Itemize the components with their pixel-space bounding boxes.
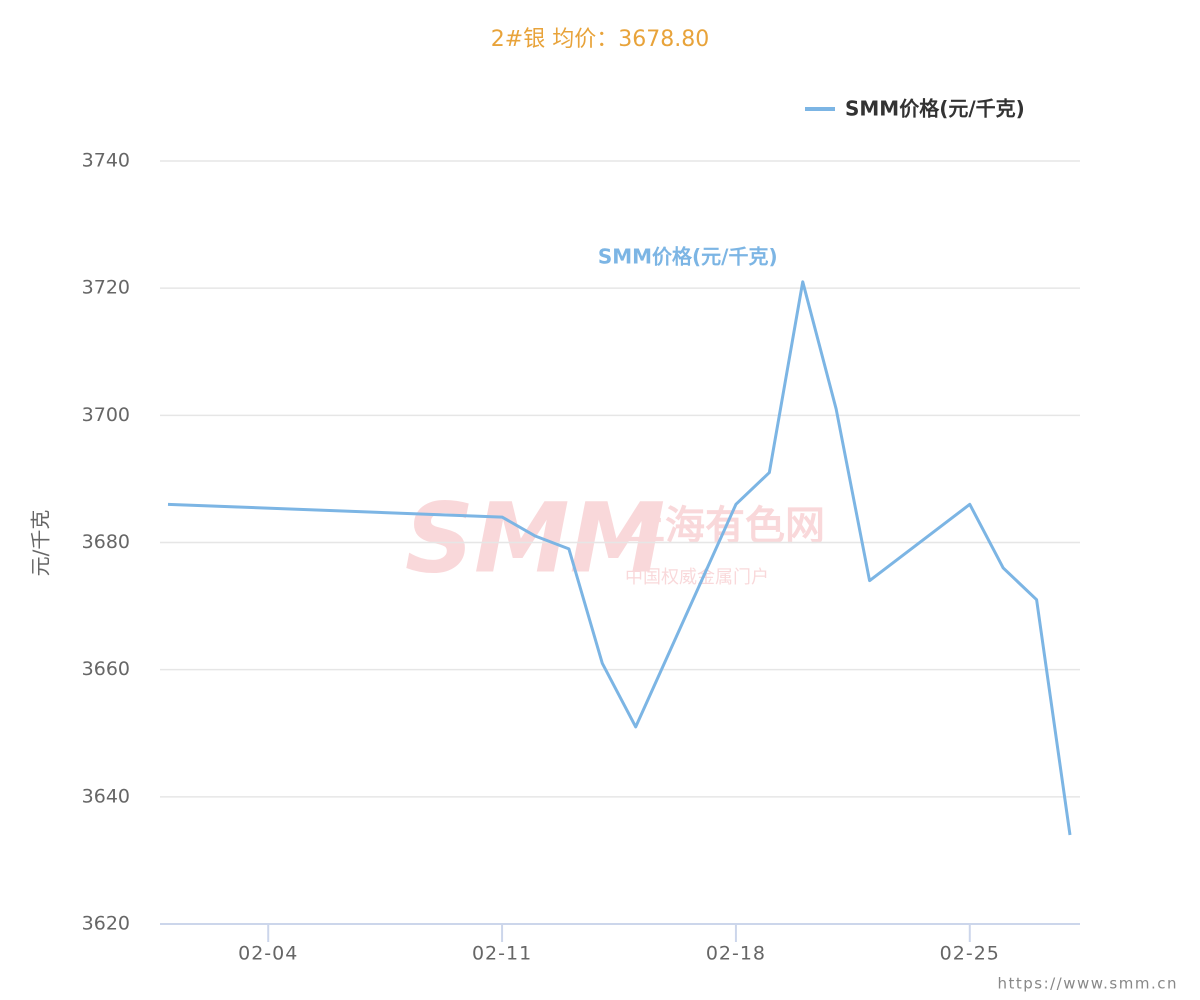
- watermark: SMM 上海有色网 中国权威金属门户: [405, 482, 825, 594]
- peak-annotation: SMM价格(元/千克): [598, 244, 778, 268]
- watermark-slogan: 中国权威金属门户: [625, 567, 769, 588]
- y-tick-label: 3720: [82, 277, 130, 299]
- y-tick-label: 3620: [82, 913, 130, 935]
- y-axis-label: 元/千克: [29, 510, 53, 577]
- y-tick-label: 3740: [82, 150, 130, 172]
- series-line: [167, 280, 1072, 836]
- x-tick-label: 02-11: [472, 943, 532, 965]
- x-tick-label: 02-04: [238, 943, 298, 965]
- y-tick-label: 3700: [82, 404, 130, 426]
- chart-title: 2#银 均价：3678.80: [491, 27, 709, 52]
- watermark-logo: SMM: [405, 482, 665, 594]
- y-tick-label: 3640: [82, 785, 130, 807]
- y-tick-label: 3680: [82, 531, 130, 553]
- x-tick-label: 02-25: [940, 943, 1000, 965]
- x-tick-label: 02-18: [706, 943, 766, 965]
- source: https://www.smm.cn: [997, 975, 1178, 993]
- y-tick-label: 3660: [82, 658, 130, 680]
- legend-label: SMM价格(元/千克): [845, 97, 1025, 121]
